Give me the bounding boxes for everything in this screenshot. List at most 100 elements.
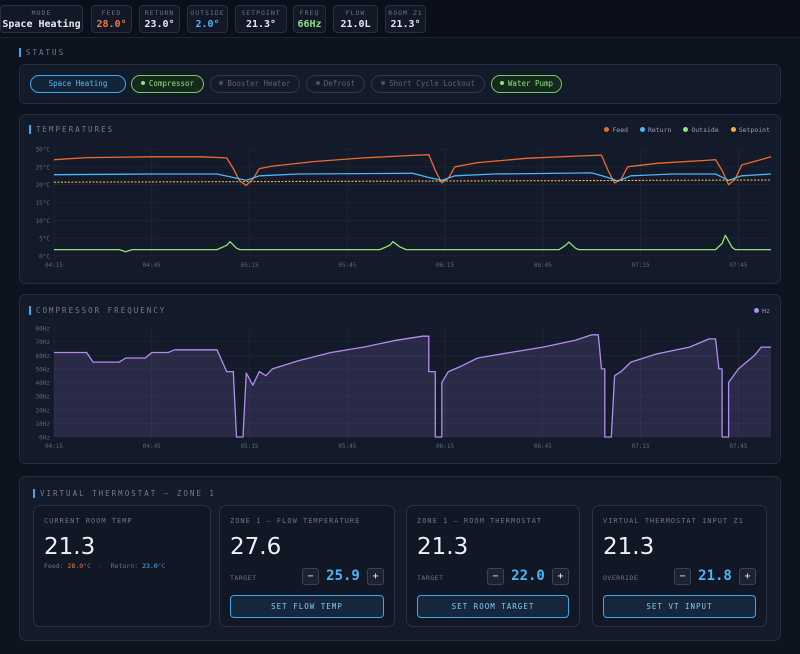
status-pill-water-pump[interactable]: Water Pump xyxy=(491,75,562,93)
legend-label: Setpoint xyxy=(738,126,770,134)
room-increment-button[interactable]: + xyxy=(552,567,569,585)
metric-value: 66Hz xyxy=(297,19,322,30)
pill-label: Short Cycle Lockout xyxy=(389,79,475,88)
current-feed-return-line: Feed: 28.0°C · Return: 23.0°C xyxy=(44,562,166,570)
metric-value: 21.3° xyxy=(390,19,421,30)
x-tick-label: 05:15 xyxy=(241,443,259,450)
feed-value: 28.0 xyxy=(67,562,84,570)
x-tick-label: 05:15 xyxy=(241,262,259,269)
metric-freq: FREQ 66Hz xyxy=(293,5,326,33)
return-value: 23.0 xyxy=(142,562,158,570)
status-dot-icon xyxy=(315,81,320,85)
legend-dot-icon xyxy=(639,127,645,132)
vt-increment-button[interactable]: + xyxy=(739,567,756,585)
target-label: TARGET xyxy=(230,574,257,582)
metric-label: RETURN xyxy=(144,9,175,17)
pill-label: Water Pump xyxy=(507,79,554,88)
y-tick-label: 15°C xyxy=(36,200,51,207)
current-room-temp-value: 21.3 xyxy=(44,534,96,560)
set-flow-temp-button[interactable]: SET FLOW TEMP xyxy=(230,595,384,618)
card-room-thermostat: ZONE 1 — ROOM THERMOSTAT 21.3 TARGET − 2… xyxy=(406,505,580,627)
legend-label: Hz xyxy=(762,307,770,315)
pill-label: Defrost xyxy=(323,79,356,88)
y-tick-label: 30Hz xyxy=(36,394,51,401)
legend-dot-icon xyxy=(604,127,610,132)
y-tick-label: 60Hz xyxy=(36,353,51,360)
target-label: TARGET xyxy=(417,574,444,582)
metric-label: SETPOINT xyxy=(241,9,281,17)
metric-return: RETURN 23.0° xyxy=(139,5,180,33)
metric-feed: FEED 28.0° xyxy=(91,5,132,33)
status-dot-icon xyxy=(140,81,145,85)
series-line-return xyxy=(53,172,772,182)
y-tick-label: 30°C xyxy=(36,147,51,154)
flow-increment-button[interactable]: + xyxy=(367,567,384,585)
flow-decrement-button[interactable]: − xyxy=(302,567,319,585)
x-tick-label: 05:45 xyxy=(338,443,356,450)
x-tick-label: 06:15 xyxy=(436,443,454,450)
room-target-value: 22.0 xyxy=(511,568,545,584)
y-tick-label: 50Hz xyxy=(36,366,51,373)
y-tick-label: 20°C xyxy=(36,182,51,189)
metric-outside: OUTSIDE 2.0° xyxy=(187,5,228,33)
legend-label: Return xyxy=(647,126,672,134)
status-dot-icon xyxy=(499,81,504,85)
compressor-panel: COMPRESSOR FREQUENCY Hz 80Hz 70Hz 60Hz 50Hz… xyxy=(19,294,781,464)
flow-target-value: 25.9 xyxy=(326,568,360,584)
metric-room-z1: ROOM Z1 21.3° xyxy=(385,5,426,33)
set-vt-input-button[interactable]: SET VT INPUT xyxy=(603,595,756,618)
status-pill-defrost[interactable]: Defrost xyxy=(306,75,365,93)
feed-unit: °C xyxy=(83,562,91,570)
room-decrement-button[interactable]: − xyxy=(487,567,504,585)
series-line-outside xyxy=(54,234,771,253)
x-tick-label: 07:45 xyxy=(729,262,747,269)
x-tick-label: 04:45 xyxy=(143,443,161,450)
status-pill-compressor[interactable]: Compressor xyxy=(131,75,204,93)
temperatures-legend: Feed Return Outside Setpoint xyxy=(596,126,770,134)
y-tick-label: 0Hz xyxy=(39,435,50,442)
flow-temp-value: 27.6 xyxy=(230,534,282,560)
legend-item-outside: Outside xyxy=(683,126,719,134)
set-room-target-button[interactable]: SET ROOM TARGET xyxy=(417,595,569,618)
status-pill-booster-heater[interactable]: Booster Heater xyxy=(210,75,300,93)
y-tick-label: 10Hz xyxy=(36,421,51,428)
metric-label: OUTSIDE xyxy=(190,9,225,17)
flow-target-stepper: − 25.9 + xyxy=(302,567,384,585)
legend-dot-icon xyxy=(730,127,736,132)
legend-item-return: Return xyxy=(639,126,672,134)
y-tick-label: 25°C xyxy=(36,164,51,171)
metric-value: 21.3° xyxy=(245,19,277,30)
status-section-label: STATUS xyxy=(19,48,65,57)
vt-override-value: 21.8 xyxy=(698,568,732,584)
metric-label: FLOW xyxy=(345,9,366,17)
y-tick-label: 40Hz xyxy=(36,380,51,387)
compressor-section-label: COMPRESSOR FREQUENCY xyxy=(29,306,166,315)
x-tick-label: 06:45 xyxy=(534,443,552,450)
x-tick-label: 04:45 xyxy=(143,262,161,269)
metric-label: MODE xyxy=(31,9,52,17)
legend-dot-icon xyxy=(754,308,760,313)
vt-decrement-button[interactable]: − xyxy=(674,567,691,585)
metric-label: FEED xyxy=(101,9,122,17)
metric-flow: FLOW 21.0L xyxy=(333,5,378,33)
return-label: Return: xyxy=(110,562,139,570)
vt-temp-value: 21.3 xyxy=(603,534,655,560)
return-unit: °C xyxy=(157,562,166,570)
top-metrics-bar: MODE Space Heating FEED 28.0° RETURN 23.… xyxy=(0,0,800,38)
metric-mode: MODE Space Heating xyxy=(0,5,83,33)
y-tick-label: 70Hz xyxy=(36,339,51,346)
y-tick-label: 20Hz xyxy=(36,407,51,414)
series-line-setpoint xyxy=(53,179,772,183)
x-tick-label: 07:15 xyxy=(632,262,650,269)
legend-label: Outside xyxy=(691,126,719,134)
status-dot-icon xyxy=(219,81,224,85)
x-tick-label: 06:45 xyxy=(534,262,552,269)
card-flow-temperature: ZONE 1 — FLOW TEMPERATURE 27.6 TARGET − … xyxy=(219,505,395,627)
status-pill-space-heating[interactable]: Space Heating xyxy=(30,75,126,93)
x-tick-label: 05:45 xyxy=(338,262,356,269)
status-pill-short-cycle-lockout[interactable]: Short Cycle Lockout xyxy=(371,75,485,93)
series-area-hz xyxy=(54,334,771,437)
metric-value: 2.0° xyxy=(195,19,220,30)
y-tick-label: 5°C xyxy=(39,236,50,243)
card-title: VIRTUAL THERMOSTAT INPUT Z1 xyxy=(603,517,744,525)
